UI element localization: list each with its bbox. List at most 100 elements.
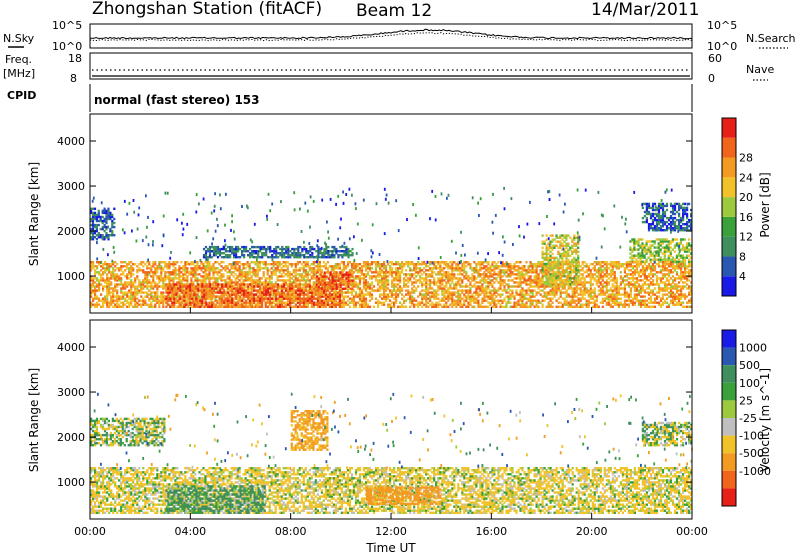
power-cells-cell — [581, 295, 584, 298]
power-cells-cell — [605, 295, 608, 298]
power-cells-cell — [401, 271, 404, 274]
power-cells-cell — [625, 263, 628, 266]
power-cells-cell — [362, 273, 366, 276]
power-cells-cell — [599, 283, 602, 286]
power-cells-cell — [515, 265, 518, 268]
power-cells-cell — [267, 293, 270, 296]
power-cells-cell — [605, 281, 608, 284]
power-cells-cell — [180, 267, 183, 270]
power-cells-cell — [110, 281, 113, 284]
power-cells-cell — [362, 281, 366, 284]
power-cells-cell — [92, 291, 95, 294]
power-cells-cell — [106, 273, 109, 276]
power-cells-cell — [527, 269, 530, 272]
power-cells-cell — [579, 303, 582, 306]
power-cells-cell — [615, 299, 618, 302]
power-cells-cell — [239, 305, 242, 308]
power-cells-cell — [124, 285, 127, 288]
power-cells-cell — [185, 295, 188, 298]
power-cells-cell — [208, 303, 211, 306]
power-cells-cell — [314, 281, 317, 284]
power-cells-cell — [198, 297, 201, 300]
power-cells-cell — [116, 263, 119, 266]
power-cells-cell — [214, 281, 217, 284]
power-cells-cell — [360, 269, 364, 272]
power-cells-cell — [148, 299, 151, 302]
power-cells-cell — [499, 295, 502, 298]
power-cells-cell — [187, 293, 190, 296]
power-cells-cell — [451, 303, 454, 306]
power-cells-cell — [264, 301, 267, 304]
power-cells-cell — [358, 287, 362, 290]
power-cells-cell — [680, 269, 683, 272]
power-cells-cell — [215, 303, 218, 306]
power-cells-cell — [547, 285, 550, 288]
power-cells-cell — [587, 303, 590, 306]
power-cells-cell — [617, 267, 620, 270]
power-cells-cell — [366, 293, 370, 296]
power-cells-cell — [613, 261, 616, 264]
power-cells-cell — [128, 305, 131, 308]
power-cells-cell — [167, 299, 170, 302]
power-cells-cell — [282, 279, 285, 282]
power-cells-cell — [619, 303, 622, 306]
power-cells-cell — [447, 291, 450, 294]
power-cells-cell — [222, 267, 225, 270]
power-cells-cell — [603, 297, 606, 300]
power-cells-cell — [152, 261, 155, 264]
power-cells-cell — [140, 285, 143, 288]
power-cells-cell — [243, 283, 246, 286]
power-cells-cell — [168, 295, 171, 298]
power-cells-cell — [627, 265, 630, 268]
power-cells-cell — [395, 285, 398, 288]
power-cells-cell — [611, 299, 614, 302]
power-cells-cell — [179, 285, 182, 288]
power-cells-cell — [234, 273, 237, 276]
power-cells-cell — [501, 269, 504, 272]
power-cells-cell — [499, 283, 502, 286]
power-cells-cell — [451, 295, 454, 298]
power-cells-cell — [409, 275, 412, 278]
power-cells-cell — [521, 287, 524, 290]
power-cells-cell — [162, 281, 165, 284]
power-cells-cell — [92, 261, 95, 264]
power-cells-cell — [164, 297, 167, 300]
power-cells-cell — [273, 289, 276, 292]
power-cells-cell — [682, 265, 685, 268]
power-cells-cell — [208, 273, 211, 276]
power-cells-cell — [401, 261, 404, 264]
power-cells-cell — [112, 297, 115, 300]
power-cells-cell — [611, 271, 614, 274]
power-cells-cell — [228, 271, 231, 274]
power-cells-cell — [318, 289, 321, 292]
power-cells-cell — [263, 283, 266, 286]
power-cells-cell — [358, 275, 362, 278]
power-cells-cell — [459, 283, 462, 286]
power-cells-cell — [383, 279, 386, 282]
power-cells-cell — [690, 265, 693, 268]
power-cells-cell — [253, 299, 256, 302]
power-cells-cell — [269, 291, 272, 294]
power-cells-cell — [483, 305, 486, 308]
power-cells-cell — [154, 299, 157, 302]
power-cells-cell — [212, 293, 215, 296]
power-cells-cell — [171, 289, 174, 292]
power-cells-cell — [625, 261, 628, 264]
power-cells-cell — [257, 285, 260, 288]
power-cells-cell — [686, 301, 689, 304]
power-cells-cell — [354, 267, 358, 270]
power-cells-cell — [128, 273, 131, 276]
power-cells-cell — [577, 297, 580, 300]
power-cells-cell — [501, 301, 504, 304]
power-cells-cell — [641, 271, 644, 274]
power-cells-cell — [653, 305, 657, 308]
power-cells-cell — [651, 267, 655, 270]
power-cells-cell — [148, 279, 151, 282]
power-cells-cell — [270, 271, 273, 274]
power-cells-cell — [211, 283, 214, 286]
freq-frame — [89, 52, 693, 80]
power-cells-cell — [459, 279, 462, 282]
power-cells-cell — [243, 295, 246, 298]
power-cells-cell — [156, 287, 159, 290]
power-cells-cell — [690, 299, 693, 302]
